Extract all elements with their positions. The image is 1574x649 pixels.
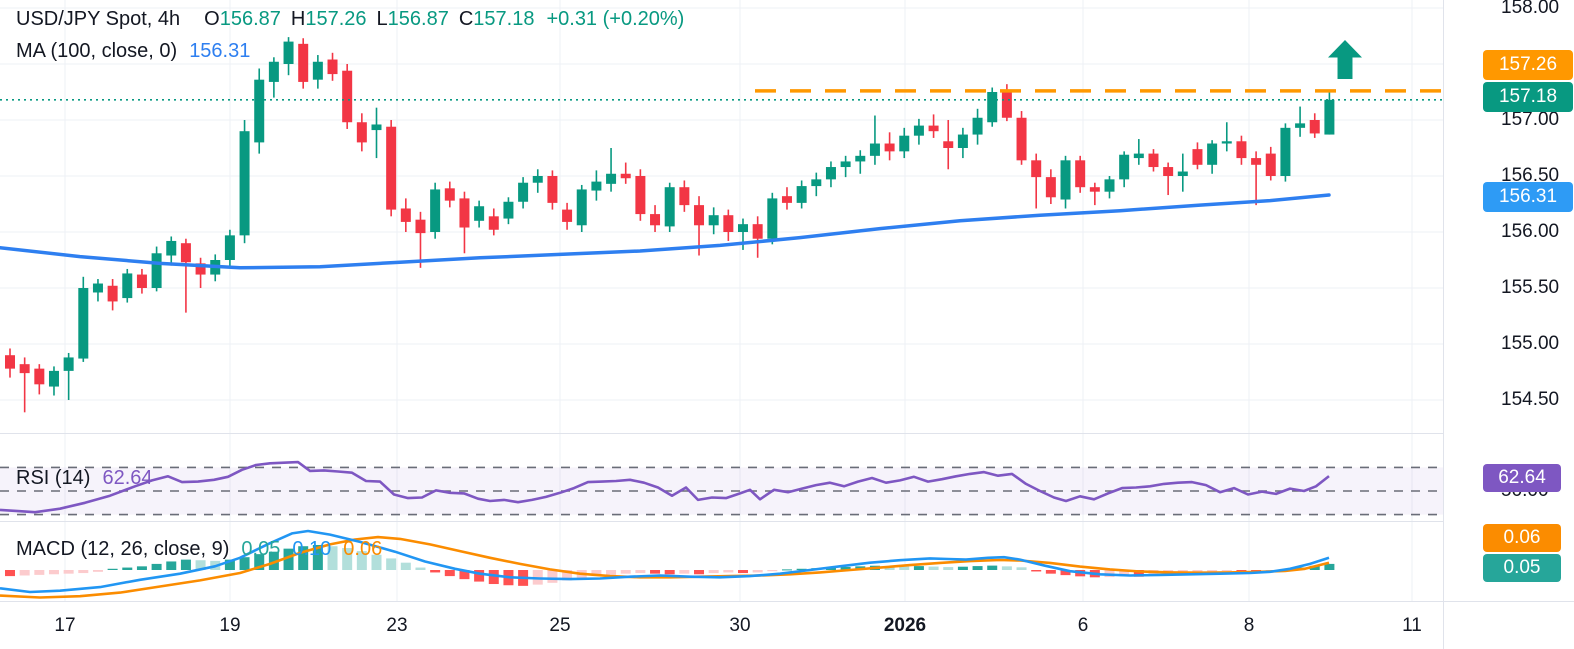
time-axis-label: 11 — [1402, 615, 1422, 636]
up-arrow-marker — [1328, 40, 1362, 79]
axis-corner — [1443, 601, 1574, 649]
ma-100-line — [0, 193, 1331, 270]
last-price-badge: 157.18 — [1483, 82, 1573, 112]
time-axis-label: 6 — [1077, 615, 1089, 636]
price-axis-label: 154.50 — [1501, 389, 1560, 410]
macd-signal-badge: 0.06 — [1483, 524, 1561, 552]
macd-line — [0, 529, 1330, 594]
price-axis[interactable]: 158.00 157.00 156.50 156.00 155.50 155.00 154.… — [1443, 0, 1574, 601]
price-axis-label: 156.00 — [1501, 221, 1560, 242]
macd-hist-badge: 0.05 — [1483, 554, 1561, 582]
price-axis-label: 158.00 — [1501, 0, 1560, 18]
time-axis-label: 19 — [219, 615, 241, 636]
time-axis-label: 23 — [386, 615, 408, 636]
time-axis[interactable]: 17 19 23 25 30 2026 6 8 11 — [0, 601, 1443, 649]
ma-value-badge: 156.31 — [1483, 182, 1573, 212]
price-axis-label: 155.50 — [1501, 277, 1560, 298]
rsi-line — [0, 460, 1330, 514]
chart-canvas[interactable] — [0, 0, 1443, 601]
resistance-price-badge: 157.26 — [1483, 50, 1573, 80]
rsi-value-badge: 62.64 — [1483, 464, 1561, 492]
price-axis-label: 157.00 — [1501, 109, 1560, 130]
time-axis-label: 25 — [549, 615, 571, 636]
time-axis-label: 8 — [1243, 615, 1255, 636]
time-axis-label: 30 — [729, 615, 751, 636]
time-axis-label: 17 — [54, 615, 76, 636]
price-axis-label: 156.50 — [1501, 165, 1560, 186]
time-axis-label: 2026 — [883, 615, 927, 636]
candlestick-series — [5, 37, 1335, 413]
price-axis-label: 155.00 — [1501, 333, 1560, 354]
